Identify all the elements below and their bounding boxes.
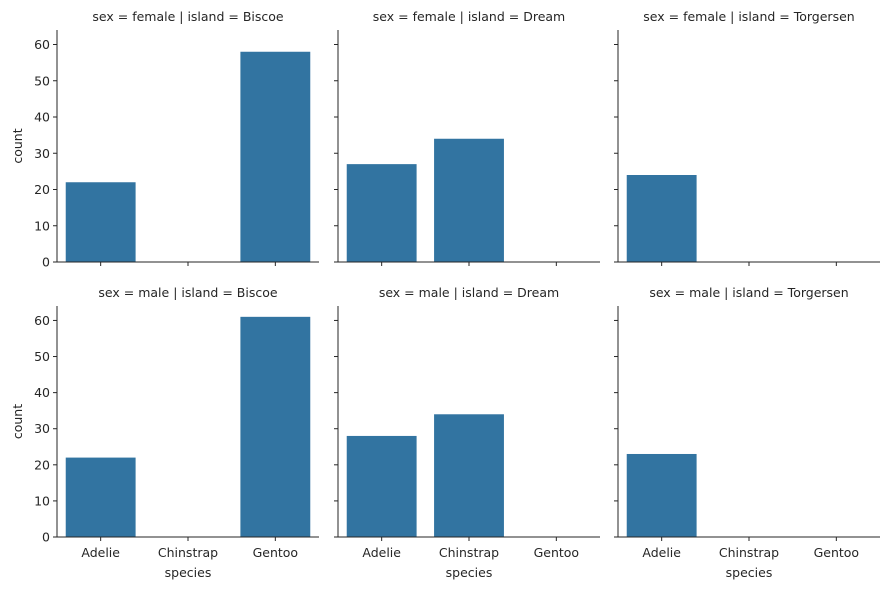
bar-chinstrap [434, 138, 504, 262]
x-tick-label: Adelie [362, 545, 401, 560]
bar-adelie [626, 175, 697, 262]
facet-title: sex = male | island = Biscoe [98, 285, 277, 300]
x-tick-label: Gentoo [534, 545, 580, 560]
x-tick-label: Gentoo [253, 545, 299, 560]
facet-panel: Adelie Chinstrap Gentoo sex = male | island… [614, 285, 880, 580]
y-tick-label: 50 [34, 73, 50, 88]
y-tick-label: 10 [34, 493, 50, 508]
facet-panel: 0 10 20 30 40 50 60 Adelie Chinstrap Gentoo sex = … [10, 285, 319, 580]
y-axis-label: count [10, 404, 25, 439]
y-tick-label: 40 [34, 385, 50, 400]
y-tick-label: 60 [34, 313, 50, 328]
x-axis-label: species [165, 565, 212, 580]
y-tick-label: 40 [34, 110, 50, 125]
y-tick-label: 10 [34, 218, 50, 233]
bar-adelie [65, 457, 136, 537]
y-tick-label: 20 [34, 182, 50, 197]
bar-gentoo [240, 51, 311, 262]
y-tick-label: 0 [42, 255, 50, 270]
bar-adelie [65, 182, 136, 262]
bar-adelie [346, 164, 417, 263]
bar-adelie [346, 435, 417, 537]
x-tick-label: Adelie [81, 545, 120, 560]
facet-panel: 0 10 20 30 40 50 60 sex = female | island = Bis… [10, 9, 319, 270]
y-tick-label: 30 [34, 421, 50, 436]
facet-title: sex = male | island = Torgersen [649, 285, 848, 300]
facet-title: sex = male | island = Dream [379, 285, 559, 300]
x-axis-label: species [726, 565, 773, 580]
y-tick-label: 60 [34, 37, 50, 52]
x-tick-label: Chinstrap [719, 545, 779, 560]
bar-adelie [626, 453, 697, 537]
x-axis-label: species [446, 565, 493, 580]
facet-title: sex = female | island = Biscoe [92, 9, 284, 24]
y-tick-label: 30 [34, 146, 50, 161]
y-tick-label: 0 [42, 530, 50, 545]
y-tick-label: 20 [34, 457, 50, 472]
x-tick-label: Gentoo [814, 545, 860, 560]
x-tick-label: Chinstrap [158, 545, 218, 560]
bar-gentoo [240, 316, 311, 537]
bar-chinstrap [434, 414, 504, 537]
x-tick-label: Chinstrap [439, 545, 499, 560]
x-tick-label: Adelie [642, 545, 681, 560]
facet-panel: sex = female | island = Dream [334, 9, 600, 266]
y-axis-label: count [10, 128, 25, 163]
facet-title: sex = female | island = Dream [373, 9, 565, 24]
facet-panel: Adelie Chinstrap Gentoo sex = male | island… [334, 285, 600, 580]
facet-title: sex = female | island = Torgersen [643, 9, 854, 24]
y-tick-label: 50 [34, 349, 50, 364]
facet-panel: sex = female | island = Torgersen [614, 9, 880, 266]
